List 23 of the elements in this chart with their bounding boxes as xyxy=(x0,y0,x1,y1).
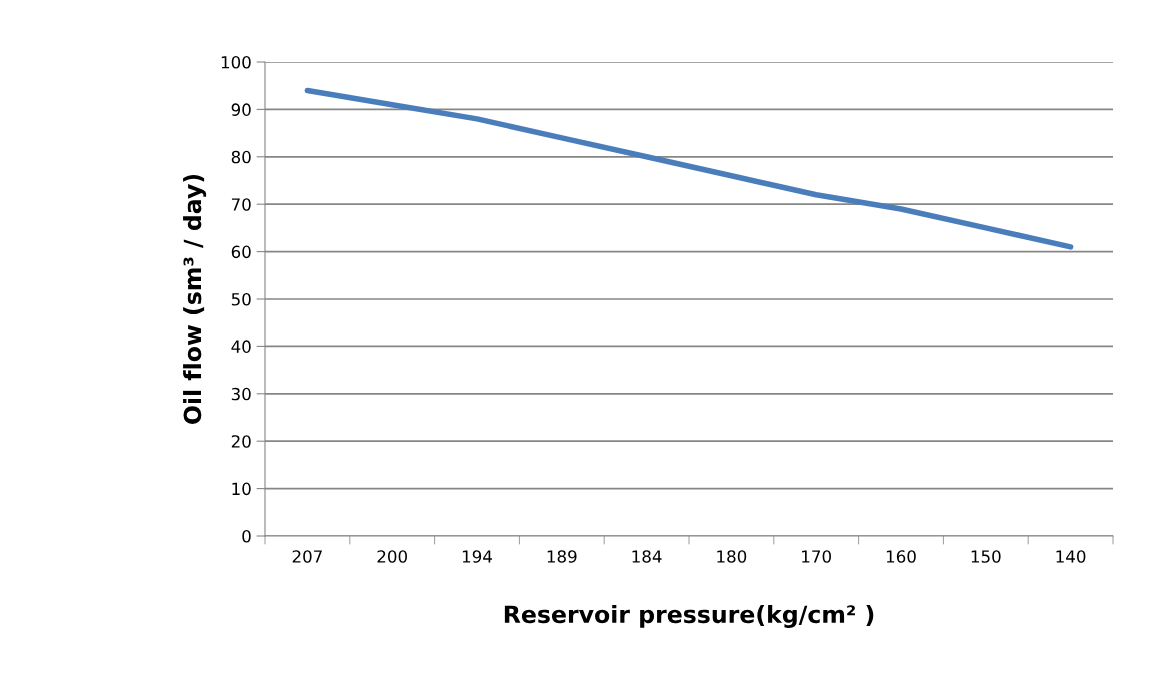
x-tick-label: 200 xyxy=(377,550,407,563)
x-tick-label: 140 xyxy=(1056,550,1086,563)
y-tick-label: 70 xyxy=(231,198,251,211)
x-tick-label: 170 xyxy=(802,550,831,563)
x-tick-label: 207 xyxy=(292,550,322,563)
x-tick-label: 180 xyxy=(717,550,747,563)
x-tick-label: 189 xyxy=(547,550,577,563)
x-axis-title: Reservoir pressure(kg/cm² ) xyxy=(504,604,874,628)
y-tick-label: 10 xyxy=(232,482,251,496)
y-tick-label: 100 xyxy=(221,55,251,69)
y-axis-title: Oil flow (sm³ / day) xyxy=(183,174,207,424)
x-tick-label: 160 xyxy=(886,550,916,563)
y-tick-label: 40 xyxy=(231,340,251,353)
x-tick-label: 184 xyxy=(632,550,662,563)
y-tick-label: 90 xyxy=(231,103,251,116)
x-tick-label: 150 xyxy=(971,550,1001,563)
y-tick-label: 60 xyxy=(231,245,251,259)
x-tick-label: 194 xyxy=(462,550,492,563)
y-tick-label: 30 xyxy=(231,387,251,401)
y-tick-label: 20 xyxy=(231,435,251,448)
y-tick-label: 80 xyxy=(231,150,251,164)
y-tick-label: 0 xyxy=(242,529,251,543)
y-tick-label: 50 xyxy=(231,292,251,306)
